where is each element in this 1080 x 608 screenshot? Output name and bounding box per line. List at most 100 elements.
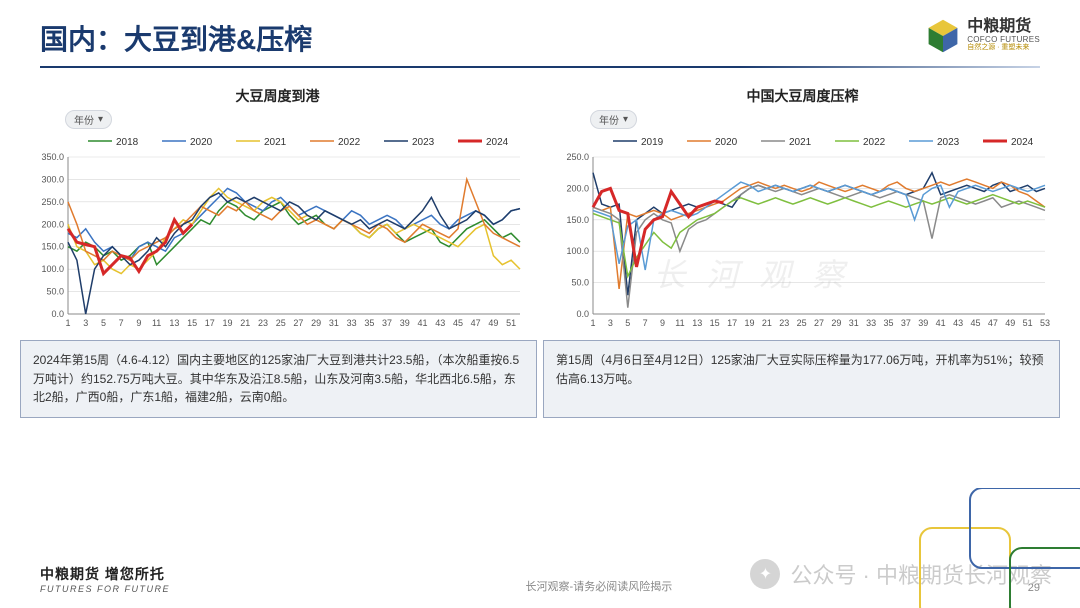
year-filter-label: 年份 — [74, 112, 94, 127]
footer-brand-en: FUTURES FOR FUTURE — [40, 584, 170, 594]
svg-text:27: 27 — [813, 318, 823, 328]
svg-text:2021: 2021 — [789, 137, 812, 148]
svg-text:13: 13 — [169, 318, 179, 328]
svg-text:2023: 2023 — [412, 137, 435, 148]
svg-text:51: 51 — [1022, 318, 1032, 328]
svg-text:15: 15 — [709, 318, 719, 328]
svg-text:35: 35 — [364, 318, 374, 328]
svg-text:21: 21 — [240, 318, 250, 328]
svg-text:5: 5 — [625, 318, 630, 328]
chart-left: 0.050.0100.0150.0200.0250.0300.0350.0135… — [28, 129, 528, 334]
svg-text:25: 25 — [796, 318, 806, 328]
svg-text:23: 23 — [257, 318, 267, 328]
chart-right: 0.050.0100.0150.0200.0250.01357911131517… — [553, 129, 1053, 334]
footer-disclaimer: 长河观察-请务必阅读风险揭示 — [526, 578, 673, 594]
svg-text:7: 7 — [118, 318, 123, 328]
svg-text:200.0: 200.0 — [41, 219, 64, 229]
page-title: 国内：大豆到港&压榨 — [40, 18, 312, 58]
svg-text:2024: 2024 — [486, 137, 509, 148]
svg-text:29: 29 — [831, 318, 841, 328]
svg-text:2021: 2021 — [264, 137, 287, 148]
logo-cube-icon — [925, 18, 961, 54]
svg-text:2020: 2020 — [715, 137, 738, 148]
svg-text:33: 33 — [346, 318, 356, 328]
svg-text:17: 17 — [727, 318, 737, 328]
svg-text:13: 13 — [692, 318, 702, 328]
svg-text:2018: 2018 — [116, 137, 139, 148]
year-filter-badge[interactable]: 年份 ▾ — [590, 110, 637, 129]
svg-text:31: 31 — [848, 318, 858, 328]
svg-text:50.0: 50.0 — [46, 287, 64, 297]
svg-text:1: 1 — [65, 318, 70, 328]
svg-text:45: 45 — [452, 318, 462, 328]
svg-text:27: 27 — [293, 318, 303, 328]
logo-text-cn: 中粮期货 — [967, 18, 1040, 36]
svg-text:23: 23 — [779, 318, 789, 328]
svg-text:49: 49 — [1005, 318, 1015, 328]
page-number: 29 — [1028, 582, 1040, 594]
svg-text:100.0: 100.0 — [41, 264, 64, 274]
svg-text:7: 7 — [642, 318, 647, 328]
svg-text:19: 19 — [222, 318, 232, 328]
chart-left-title: 大豆周度到港 — [236, 86, 320, 106]
svg-text:25: 25 — [275, 318, 285, 328]
svg-text:41: 41 — [417, 318, 427, 328]
svg-text:350.0: 350.0 — [41, 152, 64, 162]
svg-text:35: 35 — [883, 318, 893, 328]
filter-icon: ▾ — [98, 114, 103, 125]
note-left: 2024年第15周（4.6-4.12）国内主要地区的125家油厂大豆到港共计23… — [20, 340, 537, 418]
svg-text:45: 45 — [970, 318, 980, 328]
svg-text:50.0: 50.0 — [571, 278, 589, 288]
svg-text:43: 43 — [435, 318, 445, 328]
svg-text:15: 15 — [187, 318, 197, 328]
svg-text:2023: 2023 — [937, 137, 960, 148]
note-right: 第15周（4月6日至4月12日）125家油厂大豆实际压榨量为177.06万吨，开… — [543, 340, 1060, 418]
svg-text:43: 43 — [953, 318, 963, 328]
svg-text:17: 17 — [204, 318, 214, 328]
svg-text:150.0: 150.0 — [41, 242, 64, 252]
header-divider — [40, 66, 1040, 68]
svg-text:9: 9 — [136, 318, 141, 328]
svg-text:0.0: 0.0 — [51, 309, 64, 319]
footer-brand-cn: 中粮期货 增您所托 — [40, 564, 170, 584]
year-filter-label: 年份 — [599, 112, 619, 127]
svg-text:39: 39 — [399, 318, 409, 328]
svg-text:39: 39 — [918, 318, 928, 328]
svg-text:300.0: 300.0 — [41, 174, 64, 184]
svg-text:2022: 2022 — [863, 137, 886, 148]
svg-text:1: 1 — [590, 318, 595, 328]
brand-logo: 中粮期货 COFCO FUTURES 自然之源 · 重塑未来 — [925, 18, 1040, 54]
svg-text:0.0: 0.0 — [576, 309, 589, 319]
chart-right-title: 中国大豆周度压榨 — [747, 86, 859, 106]
svg-text:5: 5 — [100, 318, 105, 328]
svg-text:2022: 2022 — [338, 137, 361, 148]
svg-text:2020: 2020 — [190, 137, 213, 148]
svg-text:31: 31 — [328, 318, 338, 328]
svg-text:150.0: 150.0 — [566, 215, 589, 225]
svg-text:200.0: 200.0 — [566, 183, 589, 193]
svg-text:37: 37 — [382, 318, 392, 328]
svg-text:49: 49 — [488, 318, 498, 328]
year-filter-badge[interactable]: 年份 ▾ — [65, 110, 112, 129]
svg-text:3: 3 — [607, 318, 612, 328]
svg-text:9: 9 — [660, 318, 665, 328]
svg-text:19: 19 — [744, 318, 754, 328]
svg-text:33: 33 — [866, 318, 876, 328]
svg-text:21: 21 — [761, 318, 771, 328]
svg-text:29: 29 — [311, 318, 321, 328]
svg-text:250.0: 250.0 — [566, 152, 589, 162]
svg-text:2024: 2024 — [1011, 137, 1034, 148]
filter-icon: ▾ — [623, 114, 628, 125]
svg-text:100.0: 100.0 — [566, 246, 589, 256]
chart-left-container: 大豆周度到港 年份 ▾ 0.0 50.0 100.0 150.0 200.0 250.0 3… — [20, 78, 535, 334]
svg-text:250.0: 250.0 — [41, 197, 64, 207]
svg-text:47: 47 — [987, 318, 997, 328]
logo-text-sub: 自然之源 · 重塑未来 — [967, 44, 1040, 52]
svg-text:3: 3 — [83, 318, 88, 328]
svg-text:51: 51 — [506, 318, 516, 328]
svg-text:47: 47 — [470, 318, 480, 328]
chart-right-container: 中国大豆周度压榨 年份 ▾ 0.0 50.0 100.0 150.0 200.0 250.… — [545, 78, 1060, 334]
svg-text:37: 37 — [900, 318, 910, 328]
svg-text:41: 41 — [935, 318, 945, 328]
footer-brand: 中粮期货 增您所托 FUTURES FOR FUTURE — [40, 564, 170, 594]
